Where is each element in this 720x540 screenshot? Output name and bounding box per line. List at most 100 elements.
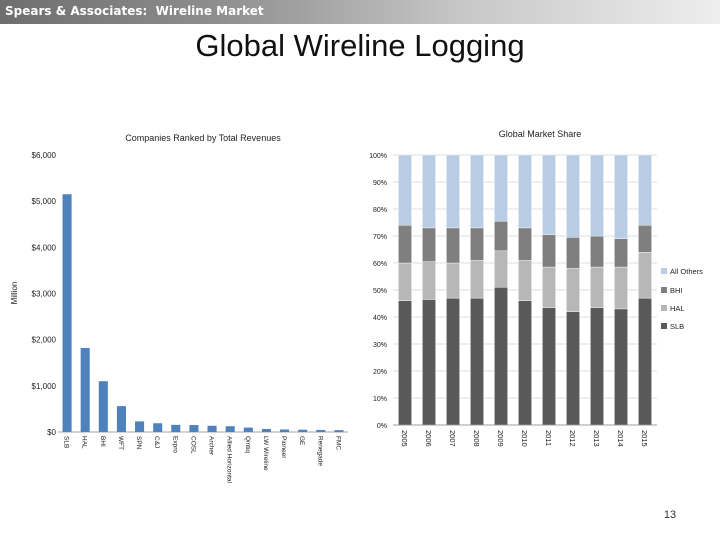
revenue-x-tick-label: SPN xyxy=(135,436,142,450)
revenue-bar xyxy=(207,425,217,432)
share-y-tick-label: 90% xyxy=(373,180,387,187)
share-bar-segment xyxy=(566,311,580,426)
share-bar-segment xyxy=(494,154,508,222)
share-x-tick-label: 2010 xyxy=(520,430,529,447)
share-x-tick-label: 2005 xyxy=(400,430,409,447)
share-x-tick-label: 2007 xyxy=(448,430,457,447)
revenue-y-tick-label: $4,000 xyxy=(32,243,57,252)
share-y-tick-label: 70% xyxy=(373,234,387,241)
share-bar-segment xyxy=(494,250,508,288)
revenue-x-tick-label: Qintiq xyxy=(244,436,251,453)
share-bar-segment xyxy=(590,154,604,237)
slide-title: Global Wireline Logging xyxy=(195,28,525,63)
share-legend-swatch xyxy=(661,287,667,293)
revenue-y-tick-label: $0 xyxy=(47,428,56,437)
share-bar-segment xyxy=(614,308,628,426)
revenue-x-tick-label: GE xyxy=(298,436,305,446)
revenue-bar xyxy=(243,427,253,432)
revenue-bar xyxy=(298,429,308,432)
revenue-x-tick-label: Allied Horizontal xyxy=(226,436,233,484)
share-bar-segment xyxy=(470,260,484,299)
revenue-y-axis-label: Million xyxy=(10,282,19,305)
revenue-x-tick-label: SLB xyxy=(63,436,70,448)
header-title: Spears & Associates: Wireline Market xyxy=(5,4,264,18)
share-bar-segment xyxy=(614,266,628,310)
share-bar-segment xyxy=(566,237,580,269)
share-x-tick-label: 2006 xyxy=(424,430,433,447)
share-bar-segment xyxy=(446,262,460,299)
revenue-bar xyxy=(98,381,108,432)
share-x-tick-label: 2012 xyxy=(568,430,577,447)
share-y-tick-label: 100% xyxy=(369,153,387,160)
revenue-y-tick-label: $3,000 xyxy=(32,290,57,299)
share-legend-swatch xyxy=(661,268,667,274)
revenue-bar xyxy=(261,428,271,432)
revenue-x-tick-label: Renegade xyxy=(316,436,323,466)
revenue-x-tick-label: WFT xyxy=(117,436,124,450)
share-y-tick-label: 80% xyxy=(373,207,387,214)
revenue-x-tick-label: Archer xyxy=(208,436,215,456)
share-legend-label: HAL xyxy=(670,304,685,313)
share-bar-segment xyxy=(638,251,652,299)
revenue-x-tick-label: COSL xyxy=(189,436,196,454)
share-legend-label: All Others xyxy=(670,267,703,276)
share-bar-segment xyxy=(518,154,532,229)
share-bar-segment xyxy=(566,154,580,238)
share-bar-segment xyxy=(470,227,484,261)
revenue-bar xyxy=(334,430,344,432)
share-x-tick-label: 2013 xyxy=(592,430,601,447)
revenue-bar xyxy=(316,429,326,432)
share-bar-segment xyxy=(590,307,604,426)
page-number: 13 xyxy=(663,509,677,521)
share-bar-segment xyxy=(398,154,412,226)
share-legend-label: SLB xyxy=(670,322,684,331)
share-bar-segment xyxy=(614,154,628,239)
share-chart-title: Global Market Share xyxy=(499,129,582,139)
revenue-bar xyxy=(135,421,145,432)
share-bar-segment xyxy=(542,307,556,426)
share-y-tick-label: 40% xyxy=(373,315,387,322)
revenue-bar xyxy=(153,423,163,432)
revenue-bar xyxy=(189,425,199,432)
share-bar-segment xyxy=(638,297,652,426)
share-bar-segment xyxy=(470,154,484,229)
share-legend-swatch xyxy=(661,305,667,311)
share-x-tick-label: 2008 xyxy=(472,430,481,447)
share-bar-segment xyxy=(470,297,484,426)
revenue-x-tick-label: HAL xyxy=(81,436,88,449)
revenue-bar xyxy=(171,424,181,432)
share-bar-segment xyxy=(446,227,460,264)
share-bar-segment xyxy=(494,220,508,252)
share-bar-segment xyxy=(542,154,556,235)
share-bar-segment xyxy=(638,224,652,253)
revenue-bar xyxy=(62,194,72,432)
share-bar-segment xyxy=(518,300,532,426)
share-bar-segment xyxy=(566,268,580,312)
revenue-x-tick-label: LW Wireline xyxy=(262,436,269,471)
revenue-bar xyxy=(116,406,126,432)
revenue-y-tick-label: $6,000 xyxy=(32,151,57,160)
share-bar-segment xyxy=(590,266,604,308)
share-x-tick-label: 2014 xyxy=(616,430,625,447)
share-bar-segment xyxy=(446,297,460,426)
share-y-tick-label: 20% xyxy=(373,369,387,376)
share-y-tick-label: 10% xyxy=(373,396,387,403)
revenue-y-tick-label: $1,000 xyxy=(32,382,57,391)
share-y-tick-label: 60% xyxy=(373,261,387,268)
revenue-x-tick-label: Pioneer xyxy=(280,436,287,459)
share-bar-segment xyxy=(542,234,556,268)
revenue-y-tick-label: $2,000 xyxy=(32,336,57,345)
share-bar-segment xyxy=(422,261,436,300)
share-bar-segment xyxy=(422,299,436,426)
share-x-tick-label: 2015 xyxy=(640,430,649,447)
share-legend-label: BHI xyxy=(670,286,683,295)
share-bar-segment xyxy=(494,287,508,426)
revenue-chart-title: Companies Ranked by Total Revenues xyxy=(125,133,281,143)
share-bar-segment xyxy=(542,266,556,308)
share-bar-segment xyxy=(518,227,532,261)
revenue-bar xyxy=(280,429,290,432)
share-bar-segment xyxy=(398,262,412,301)
share-bar-segment xyxy=(398,224,412,264)
share-bar-segment xyxy=(590,235,604,268)
